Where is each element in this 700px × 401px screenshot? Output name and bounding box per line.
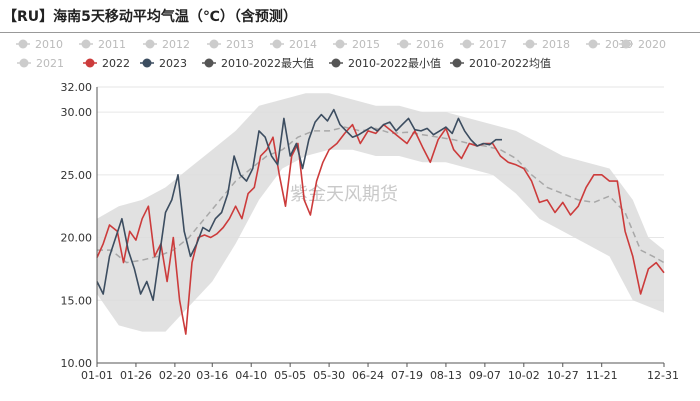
legend-swatch-dot	[588, 39, 598, 49]
legend-item-2015: 2015	[333, 38, 380, 51]
x-tick-label: 06-24	[352, 369, 384, 382]
legend-label: 2016	[416, 38, 444, 51]
legend-label: 2015	[352, 38, 380, 51]
legend-swatch-dot	[145, 39, 155, 49]
legend-swatch-dot	[272, 39, 282, 49]
legend-swatch-dot	[331, 58, 341, 68]
y-tick-label: 15.00	[61, 294, 93, 307]
legend-item-2013: 2013	[207, 38, 254, 51]
legend-swatch-dot	[85, 58, 95, 68]
legend-swatch-dot	[335, 39, 345, 49]
legend-swatch-dot	[462, 39, 472, 49]
legend-label: 2018	[542, 38, 570, 51]
legend-item-2018: 2018	[523, 38, 570, 51]
x-tick-label: 01-26	[120, 369, 152, 382]
y-tick-label: 32.00	[61, 81, 93, 94]
x-tick-label: 05-05	[274, 369, 306, 382]
legend-label: 2010	[35, 38, 63, 51]
legend-item-2016: 2016	[397, 38, 444, 51]
x-tick-label: 07-19	[391, 369, 423, 382]
legend-swatch-dot	[19, 58, 29, 68]
legend-label: 2012	[162, 38, 190, 51]
legend-label: 2023	[159, 57, 187, 70]
axes: 10.00 15.00 20.00 25.00 30.00 32.00 01-01 01-26…	[61, 81, 679, 382]
legend-label: 2010-2022均值	[469, 57, 551, 70]
legend-label: 2021	[36, 57, 64, 70]
legend-swatch-dot	[204, 58, 214, 68]
watermark-text: 紫金天风期货	[290, 184, 398, 205]
series-line-2010-2022	[97, 126, 665, 264]
legend-item-2010-2022: 2010-2022均值	[450, 57, 551, 70]
y-tick-label: 25.00	[61, 169, 93, 182]
title-divider	[0, 32, 700, 33]
series-line-2022	[96, 123, 665, 335]
legend-label: 2010-2022最大值	[221, 56, 314, 70]
legend-label: 2014	[289, 38, 317, 51]
legend-item-2011: 2011	[79, 38, 126, 51]
x-tick-label: 10-27	[547, 369, 579, 382]
legend-label: 2020	[638, 38, 666, 51]
range-band-area	[97, 93, 664, 332]
legend-swatch-dot	[209, 39, 219, 49]
legend-swatch-dot	[525, 39, 535, 49]
legend-item-2010: 2010	[16, 38, 63, 51]
x-tick-label: 11-21	[586, 369, 618, 382]
legend-swatch-dot	[81, 39, 91, 49]
x-tick-label: 03-16	[196, 369, 228, 382]
legend-label: 2022	[102, 57, 130, 70]
legend-swatch-dot	[18, 39, 28, 49]
x-tick-label: 01-01	[81, 369, 113, 382]
series-line-2023	[96, 108, 502, 302]
legend-swatch-dot	[621, 39, 631, 49]
legend-swatch-dot	[452, 58, 462, 68]
x-tick-label: 10-02	[508, 369, 540, 382]
x-tick-label: 02-20	[159, 369, 191, 382]
x-tick-label: 12-31	[647, 369, 679, 382]
legend-item-2021: 2021	[17, 57, 64, 70]
legend-item-2017: 2017	[460, 38, 507, 51]
watermark-layer: 紫金天风期货	[290, 184, 398, 205]
legend-swatch-dot	[142, 58, 152, 68]
chart-title: 【RU】海南5天移动平均气温（℃）（含预测）	[3, 9, 297, 25]
series-lines	[96, 108, 665, 335]
legend-label: 2010-2022最小值	[348, 57, 441, 70]
legend-label: 2013	[226, 38, 254, 51]
legend-item-2014: 2014	[270, 38, 317, 51]
y-tick-label: 20.00	[61, 232, 93, 245]
x-tick-label: 04-10	[235, 369, 267, 382]
y-tick-label: 10.00	[61, 357, 93, 370]
legend-item-2010-2022: 2010-2022最大值	[202, 56, 314, 70]
legend-label: 2017	[479, 38, 507, 51]
range-band	[97, 93, 664, 332]
legend-item-2022: 2022	[83, 57, 130, 70]
x-tick-label: 08-13	[430, 369, 462, 382]
legend-item-2023: 2023	[140, 57, 187, 70]
y-tick-label: 30.00	[61, 106, 93, 119]
x-tick-label: 09-07	[469, 369, 501, 382]
legend-item-2020: 2020	[619, 38, 666, 51]
legend-label: 2011	[98, 38, 126, 51]
legend-item-2010-2022: 2010-2022最小值	[329, 57, 441, 70]
x-tick-label: 05-30	[313, 369, 345, 382]
legend-item-2012: 2012	[143, 38, 190, 51]
legend: 2010 2011 2012 2013 2014 2015 2016 2017 2018 2019…	[16, 38, 666, 70]
legend-swatch-dot	[399, 39, 409, 49]
